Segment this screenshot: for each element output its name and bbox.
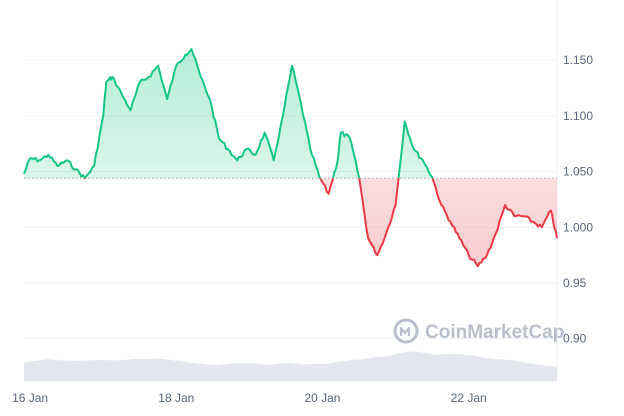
price-line-below-baseline[interactable] xyxy=(24,49,558,268)
area-fill-below-baseline xyxy=(320,178,557,267)
volume-area xyxy=(24,351,557,381)
coinmarketcap-logo-icon xyxy=(393,318,419,344)
y-tick-label: 1.000 xyxy=(563,220,593,234)
watermark-text: CoinMarketCap xyxy=(425,322,564,343)
y-axis: 0.90 0.95 1.000 1.050 1.100 1.150 xyxy=(563,53,593,346)
y-tick-label: 1.050 xyxy=(563,165,593,179)
x-tick-label: 20 Jan xyxy=(304,391,340,405)
price-line-above-baseline[interactable] xyxy=(23,48,557,266)
area-fill-above-baseline xyxy=(24,49,557,179)
y-tick-label: 1.150 xyxy=(563,53,593,67)
x-tick-label: 16 Jan xyxy=(12,391,48,405)
y-tick-label: 1.100 xyxy=(563,109,593,123)
y-tick-label: 0.90 xyxy=(563,332,587,346)
watermark: CoinMarketCap xyxy=(393,318,564,344)
x-axis: 16 Jan 18 Jan 20 Jan 22 Jan xyxy=(12,391,487,405)
x-tick-label: 18 Jan xyxy=(158,391,194,405)
x-tick-label: 22 Jan xyxy=(451,391,487,405)
y-tick-label: 0.95 xyxy=(563,276,587,290)
